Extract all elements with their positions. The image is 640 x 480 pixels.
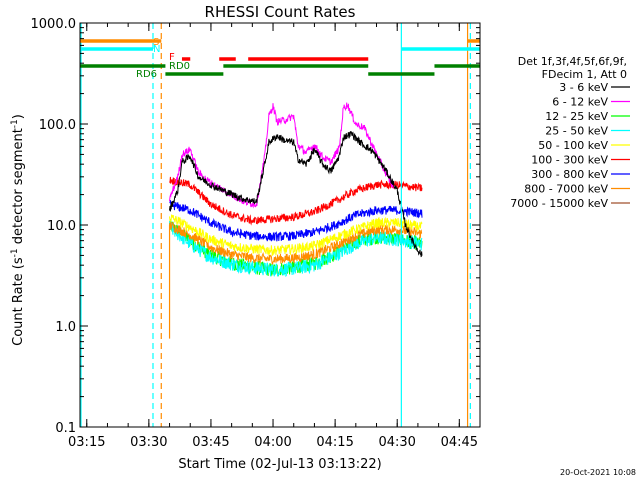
legend-label-50-100-kev: 50 - 100 keV [538, 139, 608, 152]
axes: 0.1 1.0 10.0 100.0 1000.0 03:15 03:30 03:45 04:0… [31, 17, 481, 450]
x-tick-label: 03:30 [130, 435, 167, 450]
flag-label-rd0: RD0 [169, 61, 190, 72]
x-tick-label: 04:00 [254, 435, 291, 450]
footer-timestamp: 20-Oct-2021 10:08 [560, 468, 636, 477]
flag-label-rd6: RD6 [136, 69, 157, 80]
legend: Det 1f,3f,4f,5f,6f,9f,FDecim 1, Att 03 -… [510, 55, 630, 210]
chart-title: RHESSI Count Rates [205, 3, 356, 21]
x-tick-label: 03:45 [192, 435, 229, 450]
y-tick-label: 10.0 [47, 219, 76, 234]
y-tick-label: 1.0 [55, 320, 76, 335]
y-tick-label: 1000.0 [31, 17, 77, 32]
series-line-3-6-kev [169, 131, 423, 258]
legend-header-line: Det 1f,3f,4f,5f,6f,9f, [518, 55, 627, 68]
x-tick-label: 04:45 [441, 435, 478, 450]
legend-label-100-300-kev: 100 - 300 keV [531, 154, 608, 167]
legend-header-line: FDecim 1, Att 0 [542, 68, 627, 81]
flag-label-s: S [153, 37, 159, 48]
legend-label-3-6-kev: 3 - 6 keV [559, 81, 608, 94]
legend-label-300-800-kev: 300 - 800 keV [531, 168, 608, 181]
legend-label-800-7000-kev: 800 - 7000 keV [524, 183, 608, 196]
x-tick-label: 04:30 [378, 435, 415, 450]
y-tick-label: 100.0 [39, 118, 76, 133]
y-tick-label: 0.1 [55, 421, 76, 436]
x-axis-label: Start Time (02-Jul-13 03:13:22) [178, 457, 381, 472]
x-tick-label: 04:15 [316, 435, 353, 450]
legend-label-25-50-kev: 25 - 50 keV [545, 125, 608, 138]
flag-label-f: F [169, 52, 175, 63]
legend-label-6-12-kev: 6 - 12 keV [552, 96, 608, 109]
count-rate-traces [168, 102, 423, 339]
series-line-6-12-kev [169, 102, 394, 209]
series-line-50-100-kev [169, 214, 423, 257]
x-tick-label: 03:15 [68, 435, 105, 450]
series-line-100-300-kev [169, 176, 423, 226]
flag-label-n: N [153, 44, 160, 55]
series-line-300-800-kev [169, 200, 423, 242]
y-axis-label: Count Rate (s-1 detector segment-1) [10, 114, 26, 346]
legend-label-12-25-kev: 12 - 25 keV [545, 110, 608, 123]
legend-label-7000-15000-kev: 7000 - 15000 keV [510, 197, 608, 210]
